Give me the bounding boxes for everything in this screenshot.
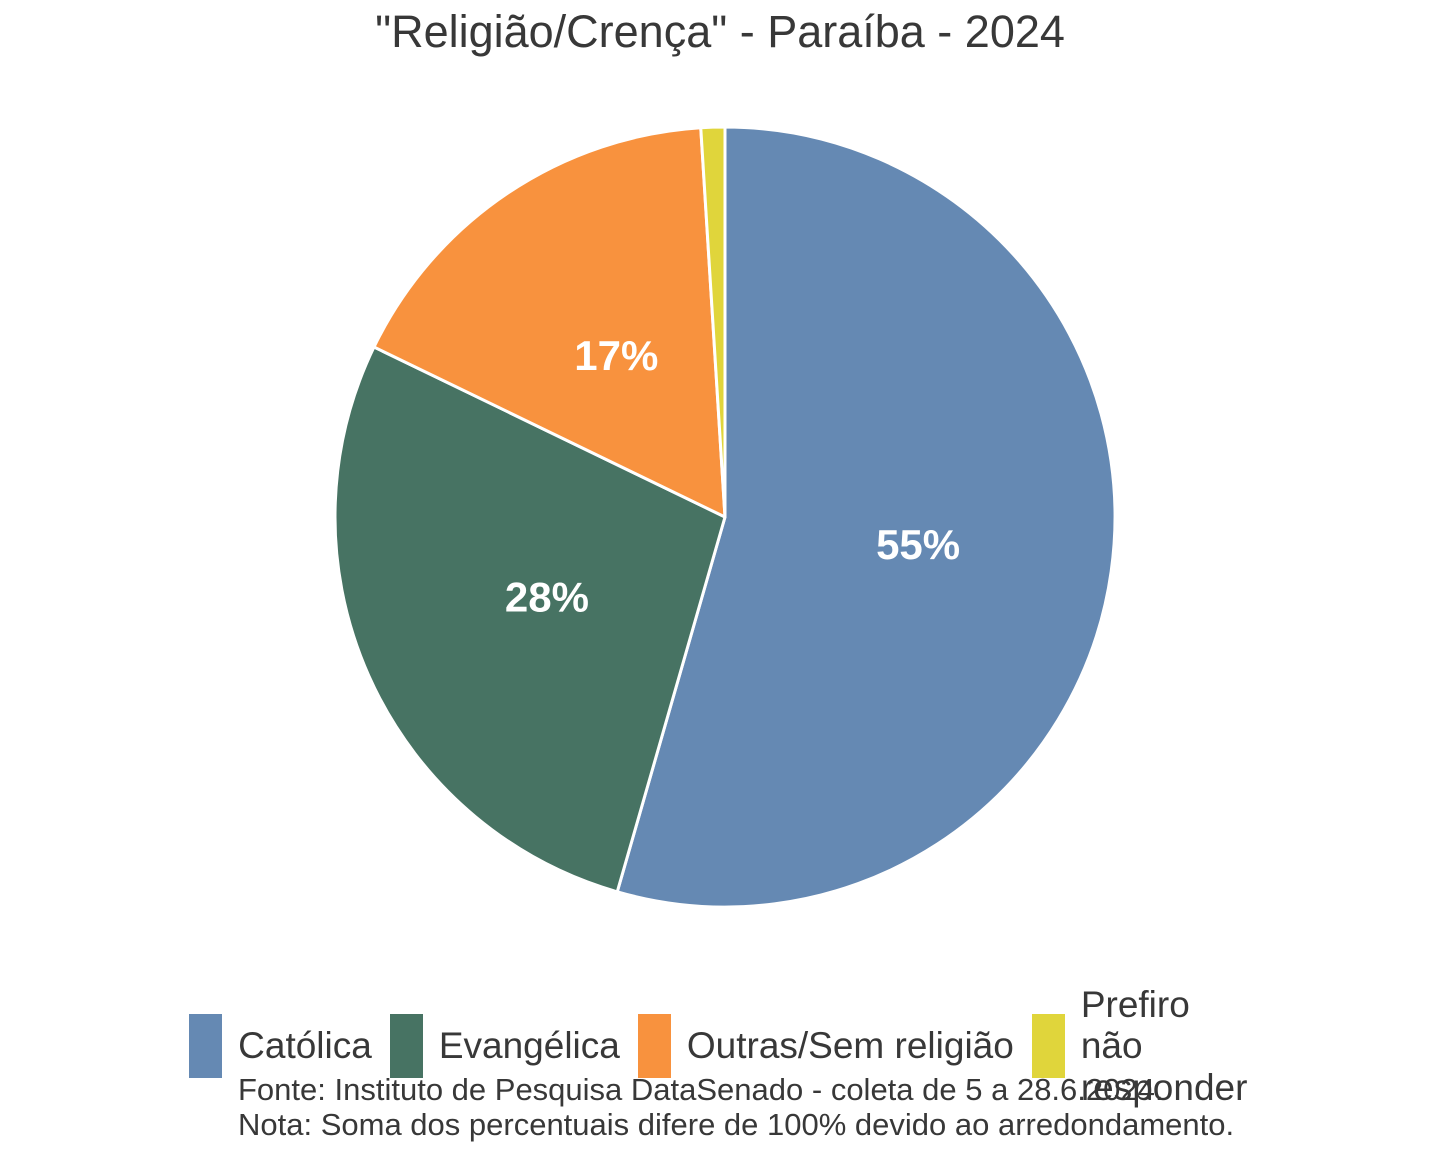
legend-swatch-icon [389, 1014, 423, 1079]
legend-item-1: Católica [189, 1014, 372, 1079]
legend-label: Católica [238, 1025, 372, 1067]
legend-item-2: Evangélica [389, 1014, 620, 1079]
pie-slice-label-2: 28% [505, 574, 589, 621]
pie-slice-4 [699, 125, 727, 519]
legend-swatch-icon [637, 1014, 671, 1079]
legend-item-4: Prefiro não responder [1031, 984, 1251, 1108]
legend-label: Evangélica [438, 1025, 620, 1067]
pie-chart: 55% 28% 17% [333, 125, 1117, 909]
legend-swatch-icon [189, 1014, 223, 1079]
legend-swatch-icon [1031, 1014, 1065, 1079]
chart-title: "Religião/Crença" - Paraíba - 2024 [375, 6, 1065, 57]
pie-slice-3 [372, 126, 727, 519]
source-note: Fonte: Instituto de Pesquisa DataSenado … [238, 1072, 1164, 1107]
pie-slice-label-3: 17% [574, 332, 658, 379]
pie-slice-1 [615, 125, 1117, 909]
legend-label: Prefiro não responder [1080, 984, 1248, 1108]
chart-footnote: Fonte: Instituto de Pesquisa DataSenado … [238, 1072, 1234, 1142]
pie-slice-2 [333, 345, 727, 894]
legend-label: Outras/Sem religião [686, 1025, 1014, 1067]
legend-item-3: Outras/Sem religião [637, 1014, 1014, 1079]
rounding-note: Nota: Soma dos percentuais difere de 100… [238, 1107, 1235, 1142]
pie-slice-label-1: 55% [876, 521, 960, 568]
legend: Católica Evangélica Outras/Sem religião Pre… [0, 984, 1440, 1108]
